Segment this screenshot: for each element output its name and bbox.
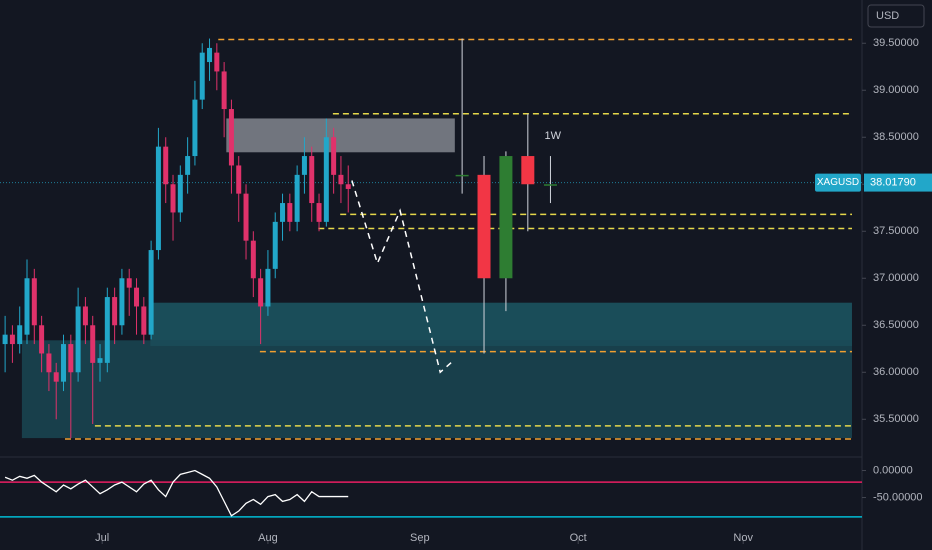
candle-body: [331, 137, 337, 175]
x-tick-label: Jul: [95, 532, 109, 544]
candle-body: [141, 306, 147, 335]
candle-body: [199, 52, 205, 100]
x-tick-label: Nov: [733, 532, 753, 544]
candle-body: [39, 325, 45, 354]
currency: USD: [876, 10, 899, 22]
rsi-line: [4, 469, 349, 517]
candle-body: [134, 287, 140, 307]
candle-body: [499, 156, 513, 279]
candle-body: [177, 174, 183, 213]
timeframe-label: 1W: [544, 130, 561, 142]
candle-body: [543, 184, 557, 186]
candle-body: [90, 325, 96, 363]
candle-body: [53, 372, 59, 382]
candle-body: [75, 306, 81, 373]
candle-body: [163, 146, 169, 185]
candle-body: [207, 47, 213, 63]
candle-body: [2, 334, 8, 345]
candle-body: [477, 174, 491, 279]
candle-body: [287, 203, 293, 222]
candle-body: [126, 278, 132, 288]
candle-body: [61, 344, 67, 382]
symbol-box: [815, 173, 861, 192]
candle-body: [309, 156, 315, 204]
candle-body: [521, 156, 535, 185]
candle-body: [185, 156, 191, 175]
candle-body: [68, 344, 74, 373]
candle-body: [104, 297, 110, 363]
candle-body: [228, 109, 234, 166]
zone: [150, 302, 852, 346]
candle-body: [280, 203, 286, 222]
price-box: [864, 173, 932, 192]
candle-body: [170, 184, 176, 213]
candle-body: [250, 240, 256, 279]
candle-body: [338, 174, 344, 185]
zone: [21, 340, 852, 439]
candle-body: [258, 278, 264, 307]
y-tick-label: 37.50000: [873, 225, 919, 237]
candle-body: [221, 71, 227, 110]
currency-box[interactable]: [867, 4, 925, 28]
candle-body: [97, 358, 103, 363]
y-tick-label: 35.50000: [873, 413, 919, 425]
rsi-y-tick-label: -50.00000: [873, 491, 923, 503]
candle-body: [323, 137, 329, 222]
candle-body: [265, 268, 271, 307]
candle-body: [455, 174, 469, 177]
candle-body: [214, 52, 220, 72]
candle-body: [345, 184, 351, 189]
y-tick-label: 39.50000: [873, 37, 919, 49]
y-tick-label: 36.50000: [873, 319, 919, 331]
candle-body: [82, 306, 88, 326]
candle-body: [294, 174, 300, 222]
candle-body: [119, 278, 125, 326]
y-tick-label: 37.00000: [873, 272, 919, 284]
candle-body: [24, 278, 30, 335]
candle-body: [17, 325, 23, 345]
zone: [226, 118, 455, 153]
current-price-label: 38.01790: [870, 176, 916, 188]
candle-body: [243, 193, 249, 241]
symbol-label: XAGUSD: [817, 177, 859, 188]
y-tick-label: 39.00000: [873, 84, 919, 96]
candle-body: [46, 353, 52, 373]
rsi-y-tick-label: 0.00000: [873, 464, 913, 476]
x-tick-label: Sep: [410, 532, 430, 544]
candle-body: [148, 250, 154, 335]
candle-body: [316, 203, 322, 222]
candle-body: [155, 146, 161, 251]
candle-body: [301, 156, 307, 175]
candle-body: [9, 334, 15, 345]
candle-body: [272, 221, 278, 269]
x-tick-label: Oct: [570, 532, 587, 544]
candle-body: [31, 278, 37, 326]
y-tick-label: 38.50000: [873, 131, 919, 143]
candle-body: [192, 99, 198, 157]
projection-path: [351, 180, 453, 374]
y-tick-label: 36.00000: [873, 366, 919, 378]
x-tick-label: Aug: [258, 532, 278, 544]
candle-body: [236, 165, 242, 194]
candle-body: [112, 297, 118, 326]
